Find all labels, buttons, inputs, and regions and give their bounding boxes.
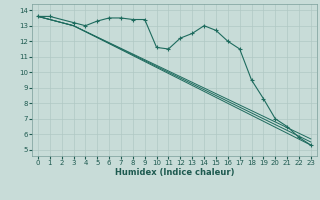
X-axis label: Humidex (Indice chaleur): Humidex (Indice chaleur) [115, 168, 234, 177]
